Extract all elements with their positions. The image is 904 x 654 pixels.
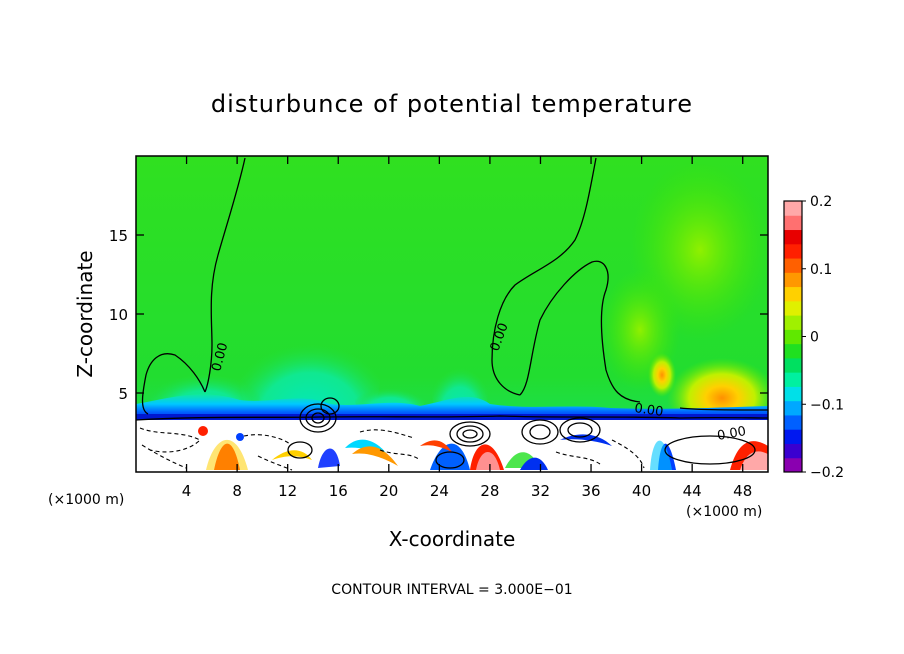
contour-eddy-13 [435,451,465,469]
y-axis: 5 10 15 [109,227,768,403]
contour-label-lower: 0.00 [716,424,747,444]
y-axis-label: Z-coordinate [73,250,97,377]
x-tick-label-7: 32 [531,482,550,500]
colorbar-tick-label-4: −0.2 [810,465,844,481]
contour-eddy-5 [449,421,491,447]
contour-eddy-9 [529,424,551,440]
colorbar-swatch-7 [784,357,802,373]
colorbar [783,200,803,473]
field-streak-blue-1 [318,448,340,468]
x-tick-label-2: 12 [278,482,297,500]
contour-dashed-3 [243,434,291,445]
y-tick-label-2: 15 [109,227,128,245]
field-spot-red [198,426,208,436]
field-streak-cyan-4 [650,440,672,470]
field-streak-cyan-1 [345,439,392,462]
field-streak-orange-2 [352,446,398,466]
contour-eddy-11 [567,422,593,438]
colorbar-swatch-3 [784,414,802,430]
contour-eddy-1 [299,403,337,433]
field-streak-orange-6 [272,450,312,460]
contour-label-right: 0.00 [633,401,664,420]
x-tick-label-4: 20 [379,482,398,500]
colorbar-swatch-13 [784,272,802,288]
contour-lines [136,157,768,469]
field-streak-orange-1 [206,439,248,470]
x-axis-unit-left: (×1000 m) [48,492,124,508]
field-streak-pink-2 [476,451,500,470]
colorbar-swatch-6 [784,372,802,387]
contour-eddy-10 [559,417,601,443]
x-tick-label-9: 40 [632,482,651,500]
x-tick-label-0: 4 [182,482,192,500]
field-spot-blue [236,433,244,441]
contour-boundary [136,415,768,421]
contour-dashed-5 [379,449,421,461]
colorbar-swatch-17 [784,215,802,231]
colorbar-swatch-9 [784,329,802,345]
field-streak-pink-5 [740,451,768,470]
x-axis-unit-right: (×1000 m) [686,504,762,520]
contour-eddy-4 [320,397,340,415]
colorbar-ticks: 0.2 0.1 0 −0.1 −0.2 [802,194,844,481]
y-tick-label-0: 5 [118,385,128,403]
contour-dashed-8 [257,455,293,471]
contour-dashed-7 [611,439,645,469]
colorbar-swatch-12 [784,286,802,302]
contour-dashed-4 [359,429,415,439]
contour-interval: CONTOUR INTERVAL = 3.000E−01 [331,582,572,598]
field-streak-blue-2 [430,443,470,470]
colorbar-tick-label-1: 0.1 [810,262,832,278]
colorbar-swatch-16 [784,229,802,245]
field-patch-warm-small [648,353,676,397]
x-tick-label-8: 36 [581,482,600,500]
colorbar-swatch-18 [784,201,802,216]
x-axis-label: X-coordinate [389,527,516,551]
chart-title: disturbunce of potential temperature [211,90,693,118]
contour-dashed-2 [141,444,187,469]
contour-eddy-3 [311,412,325,424]
colorbar-swatch-11 [784,300,802,316]
contour-label-group: 0.00 0.00 0.00 0.00 [209,321,747,444]
contour-eddy-2 [305,408,331,428]
contour-dashed-6 [555,451,601,465]
x-axis: 4 8 12 16 20 24 28 32 36 40 44 48 [182,156,752,500]
colorbar-swatch-1 [784,443,802,459]
colorbar-tick-label-3: −0.1 [810,397,844,413]
colorbar-swatch-5 [784,386,802,402]
colorbar-swatch-10 [784,315,802,330]
field-streak-blue-6 [560,434,612,446]
colorbar-tick-label-2: 0 [810,330,819,346]
x-tick-label-3: 16 [329,482,348,500]
x-tick-label-11: 48 [733,482,752,500]
field-streak-red-6 [420,440,452,452]
colorbar-swatch-0 [784,457,802,473]
contour-dashed-1 [139,427,201,453]
contour-eddy-7 [462,429,478,439]
x-tick-label-10: 44 [683,482,702,500]
x-tick-label-6: 28 [480,482,499,500]
contour-zero-left-lower [141,353,206,415]
x-tick-label-1: 8 [232,482,242,500]
contour-eddy-8 [521,419,559,445]
y-tick-label-1: 10 [109,306,128,324]
contour-zero-mid-hook [519,260,641,403]
contour-zero-mid [491,157,597,396]
contour-dashes [139,427,645,471]
contour-zero-left [204,157,246,393]
colorbar-tick-label-0: 0.2 [810,194,832,210]
plot-area: 0.00 0.00 0.00 0.00 [136,156,768,472]
colorbar-swatch-15 [784,243,802,259]
contour-eddy-6 [456,425,484,443]
contour-label-left: 0.00 [209,341,231,373]
x-tick-label-5: 24 [430,482,449,500]
colorbar-swatch-14 [784,258,802,273]
contour-eddy-12 [664,435,756,465]
contour-zero-right [679,407,768,411]
colorbar-swatch-4 [784,400,802,416]
contour-eddy-14 [287,441,313,459]
colorbar-swatch-2 [784,429,802,444]
colorbar-swatch-8 [784,343,802,359]
